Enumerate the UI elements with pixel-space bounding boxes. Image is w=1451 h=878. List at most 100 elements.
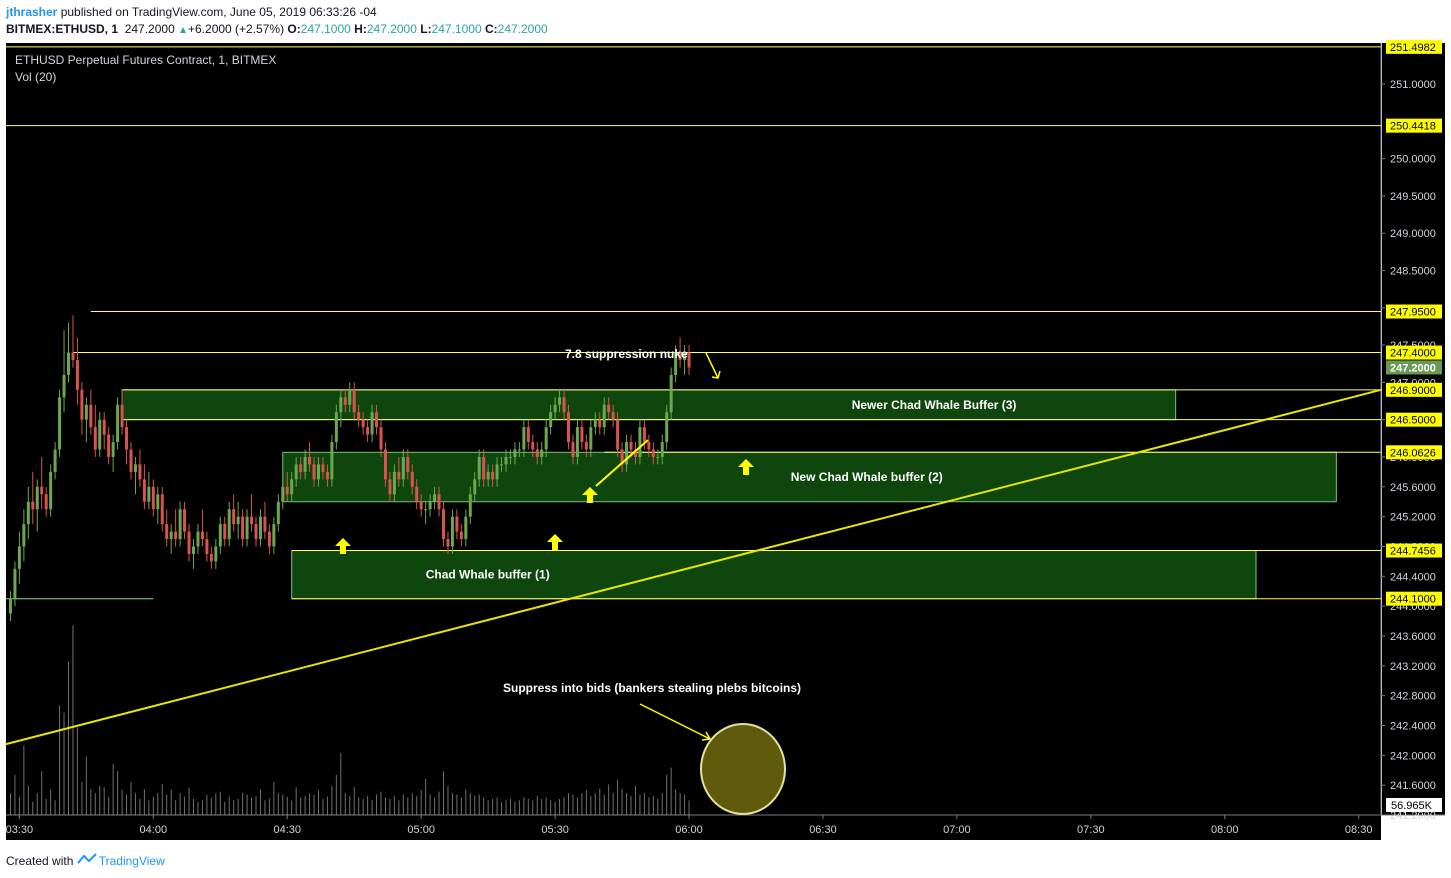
candle-body	[687, 352, 691, 368]
tradingview-logo-icon	[76, 853, 97, 864]
author-link[interactable]: jthrasher	[6, 5, 58, 19]
price-level-tag	[1386, 345, 1442, 360]
volume-bar	[420, 790, 422, 815]
volume-bar	[501, 801, 503, 815]
volume-bar	[630, 796, 632, 815]
tradingview-brand[interactable]: TradingView	[98, 854, 165, 868]
candle-body	[620, 449, 624, 465]
candle-body	[477, 456, 481, 480]
volume-bar	[474, 796, 476, 815]
candle-body	[133, 464, 137, 472]
candle-body	[334, 412, 338, 443]
volume-bar	[63, 712, 65, 815]
volume-bar	[331, 785, 333, 815]
candle-body	[549, 412, 553, 428]
volume-bar	[286, 796, 288, 815]
volume-bar	[402, 794, 404, 815]
volume-bar	[36, 793, 38, 815]
volume-bar	[41, 771, 43, 815]
volume-bar	[322, 798, 324, 815]
volume-bar	[201, 800, 203, 815]
candle-body	[352, 389, 356, 413]
volume-bar	[456, 794, 458, 815]
candle-body	[415, 486, 419, 502]
volume-bar	[90, 789, 92, 815]
volume-bar	[532, 800, 534, 815]
volume-bar	[483, 797, 485, 815]
volume-bar	[282, 794, 284, 815]
volume-bar	[291, 800, 293, 815]
volume-bar	[425, 778, 427, 815]
volume-bar	[152, 796, 154, 815]
mini-trend-line	[595, 439, 649, 487]
volume-bar	[621, 788, 623, 815]
volume-bar	[684, 794, 686, 815]
candle-body	[80, 389, 84, 420]
volume-bar	[451, 793, 453, 815]
price-level-tag-label: 244.1000	[1390, 594, 1436, 606]
up-arrow-icon	[738, 459, 754, 475]
candle-body	[437, 494, 441, 510]
zone-1	[291, 550, 1257, 600]
up-arrow-icon	[547, 534, 563, 550]
candle-body	[495, 464, 499, 480]
volume-bar	[416, 796, 418, 815]
candle-body	[254, 524, 258, 540]
volume-bar	[492, 798, 494, 815]
candle-body	[151, 486, 155, 510]
trend-line[interactable]	[5, 388, 1382, 746]
price-level-tag	[1386, 412, 1442, 427]
up-arrow-icon	[335, 538, 351, 554]
volume-bar	[545, 797, 547, 815]
volume-bar	[487, 800, 489, 815]
price-level-tag	[1386, 382, 1442, 397]
candle-body	[567, 412, 570, 443]
candle-body	[53, 449, 57, 472]
candle-body	[589, 427, 593, 450]
volume-bar	[228, 796, 230, 815]
volume-bar	[590, 796, 592, 815]
candle-body	[129, 449, 133, 472]
candle-body	[343, 397, 347, 405]
y-tick-label: 249.5000	[1390, 191, 1436, 203]
y-tick-label: 248.5000	[1390, 265, 1436, 277]
candle-body	[325, 471, 329, 480]
price-level-tag-label: 250.4418	[1390, 121, 1436, 133]
candle-body	[35, 486, 39, 510]
x-tick-label: 07:30	[1077, 824, 1105, 836]
volume-bar	[215, 793, 217, 815]
candle-body	[665, 412, 669, 443]
footer: Created with TradingView	[6, 853, 165, 868]
volume-bar	[643, 793, 645, 815]
candle-body	[89, 404, 93, 428]
volume-bar	[384, 797, 386, 815]
volume-bar	[18, 796, 20, 815]
last-price-label: 247.2000	[1390, 362, 1436, 374]
candle-body	[303, 456, 307, 472]
candle-body	[276, 501, 280, 525]
candle-body	[214, 546, 218, 562]
high-value: 247.2000	[366, 22, 417, 36]
candle-body	[178, 509, 182, 540]
candle-body	[281, 486, 285, 502]
candle-body	[183, 509, 187, 532]
volume-tag	[1386, 798, 1442, 812]
price-level-tag-label: 244.7456	[1390, 546, 1436, 558]
candle-body	[674, 352, 678, 375]
volume-bar	[170, 789, 172, 815]
y-tick-label: 249.0000	[1390, 228, 1436, 240]
volume-bar	[224, 801, 226, 815]
candle-body	[647, 442, 651, 450]
candle-body	[361, 419, 365, 428]
candle-body	[232, 509, 236, 525]
candle-body	[669, 374, 673, 413]
volume-bar	[242, 793, 244, 815]
volume-bar	[679, 793, 681, 815]
candle-body	[500, 464, 504, 466]
candle-body	[330, 442, 334, 480]
volume-bar	[505, 800, 507, 815]
volume-bar	[594, 793, 596, 815]
candle-body	[272, 524, 276, 547]
candle-body	[598, 419, 602, 428]
